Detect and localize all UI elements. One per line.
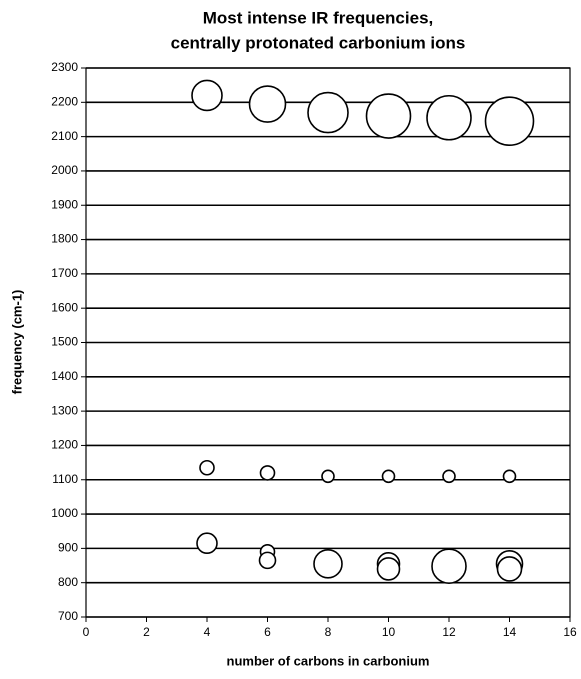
x-tick-label: 8 <box>325 625 332 639</box>
bubble <box>196 532 218 555</box>
x-tick-label: 2 <box>143 625 150 639</box>
chart-title: Most intense IR frequencies, <box>203 8 434 27</box>
bubble <box>376 557 401 581</box>
y-tick-label: 1000 <box>51 506 78 520</box>
x-tick-label: 6 <box>264 625 271 639</box>
y-tick-label: 1600 <box>51 300 78 314</box>
x-tick-label: 14 <box>503 625 517 639</box>
x-axis-label: number of carbons in carbonium <box>227 653 430 668</box>
bubble <box>484 96 535 146</box>
y-tick-label: 1500 <box>51 335 78 349</box>
y-tick-label: 2200 <box>51 94 78 108</box>
bubble <box>307 91 349 134</box>
x-tick-label: 10 <box>382 625 396 639</box>
bubble <box>442 469 456 484</box>
y-tick-label: 2100 <box>51 129 78 143</box>
y-tick-label: 2000 <box>51 163 78 177</box>
bubble <box>258 551 277 570</box>
y-tick-label: 800 <box>58 575 78 589</box>
chart-title: centrally protonated carbonium ions <box>171 33 466 52</box>
y-tick-label: 1900 <box>51 197 78 211</box>
x-tick-label: 4 <box>204 625 211 639</box>
bubble <box>431 548 467 585</box>
x-tick-label: 0 <box>83 625 90 639</box>
y-tick-label: 1300 <box>51 403 78 417</box>
y-tick-label: 1400 <box>51 369 78 383</box>
y-tick-label: 1100 <box>52 472 78 486</box>
bubble <box>259 465 276 481</box>
y-tick-label: 700 <box>58 609 78 623</box>
y-tick-label: 900 <box>58 541 78 555</box>
bubble <box>321 469 335 484</box>
bubble <box>199 459 215 476</box>
bubble <box>191 79 223 112</box>
y-tick-label: 1800 <box>51 232 78 246</box>
bubble <box>426 94 472 141</box>
y-tick-label: 1700 <box>51 266 78 280</box>
bubble <box>502 469 517 484</box>
bubble <box>365 93 412 139</box>
x-tick-label: 16 <box>563 625 577 639</box>
bubble <box>248 85 287 123</box>
bubble <box>496 556 523 582</box>
y-axis-label: frequency (cm-1) <box>9 290 24 395</box>
y-tick-label: 2300 <box>51 60 78 74</box>
y-tick-label: 1200 <box>51 438 78 452</box>
x-tick-label: 12 <box>442 625 456 639</box>
plot-frame <box>85 67 571 618</box>
bubble <box>381 469 396 484</box>
bubble <box>313 549 343 579</box>
